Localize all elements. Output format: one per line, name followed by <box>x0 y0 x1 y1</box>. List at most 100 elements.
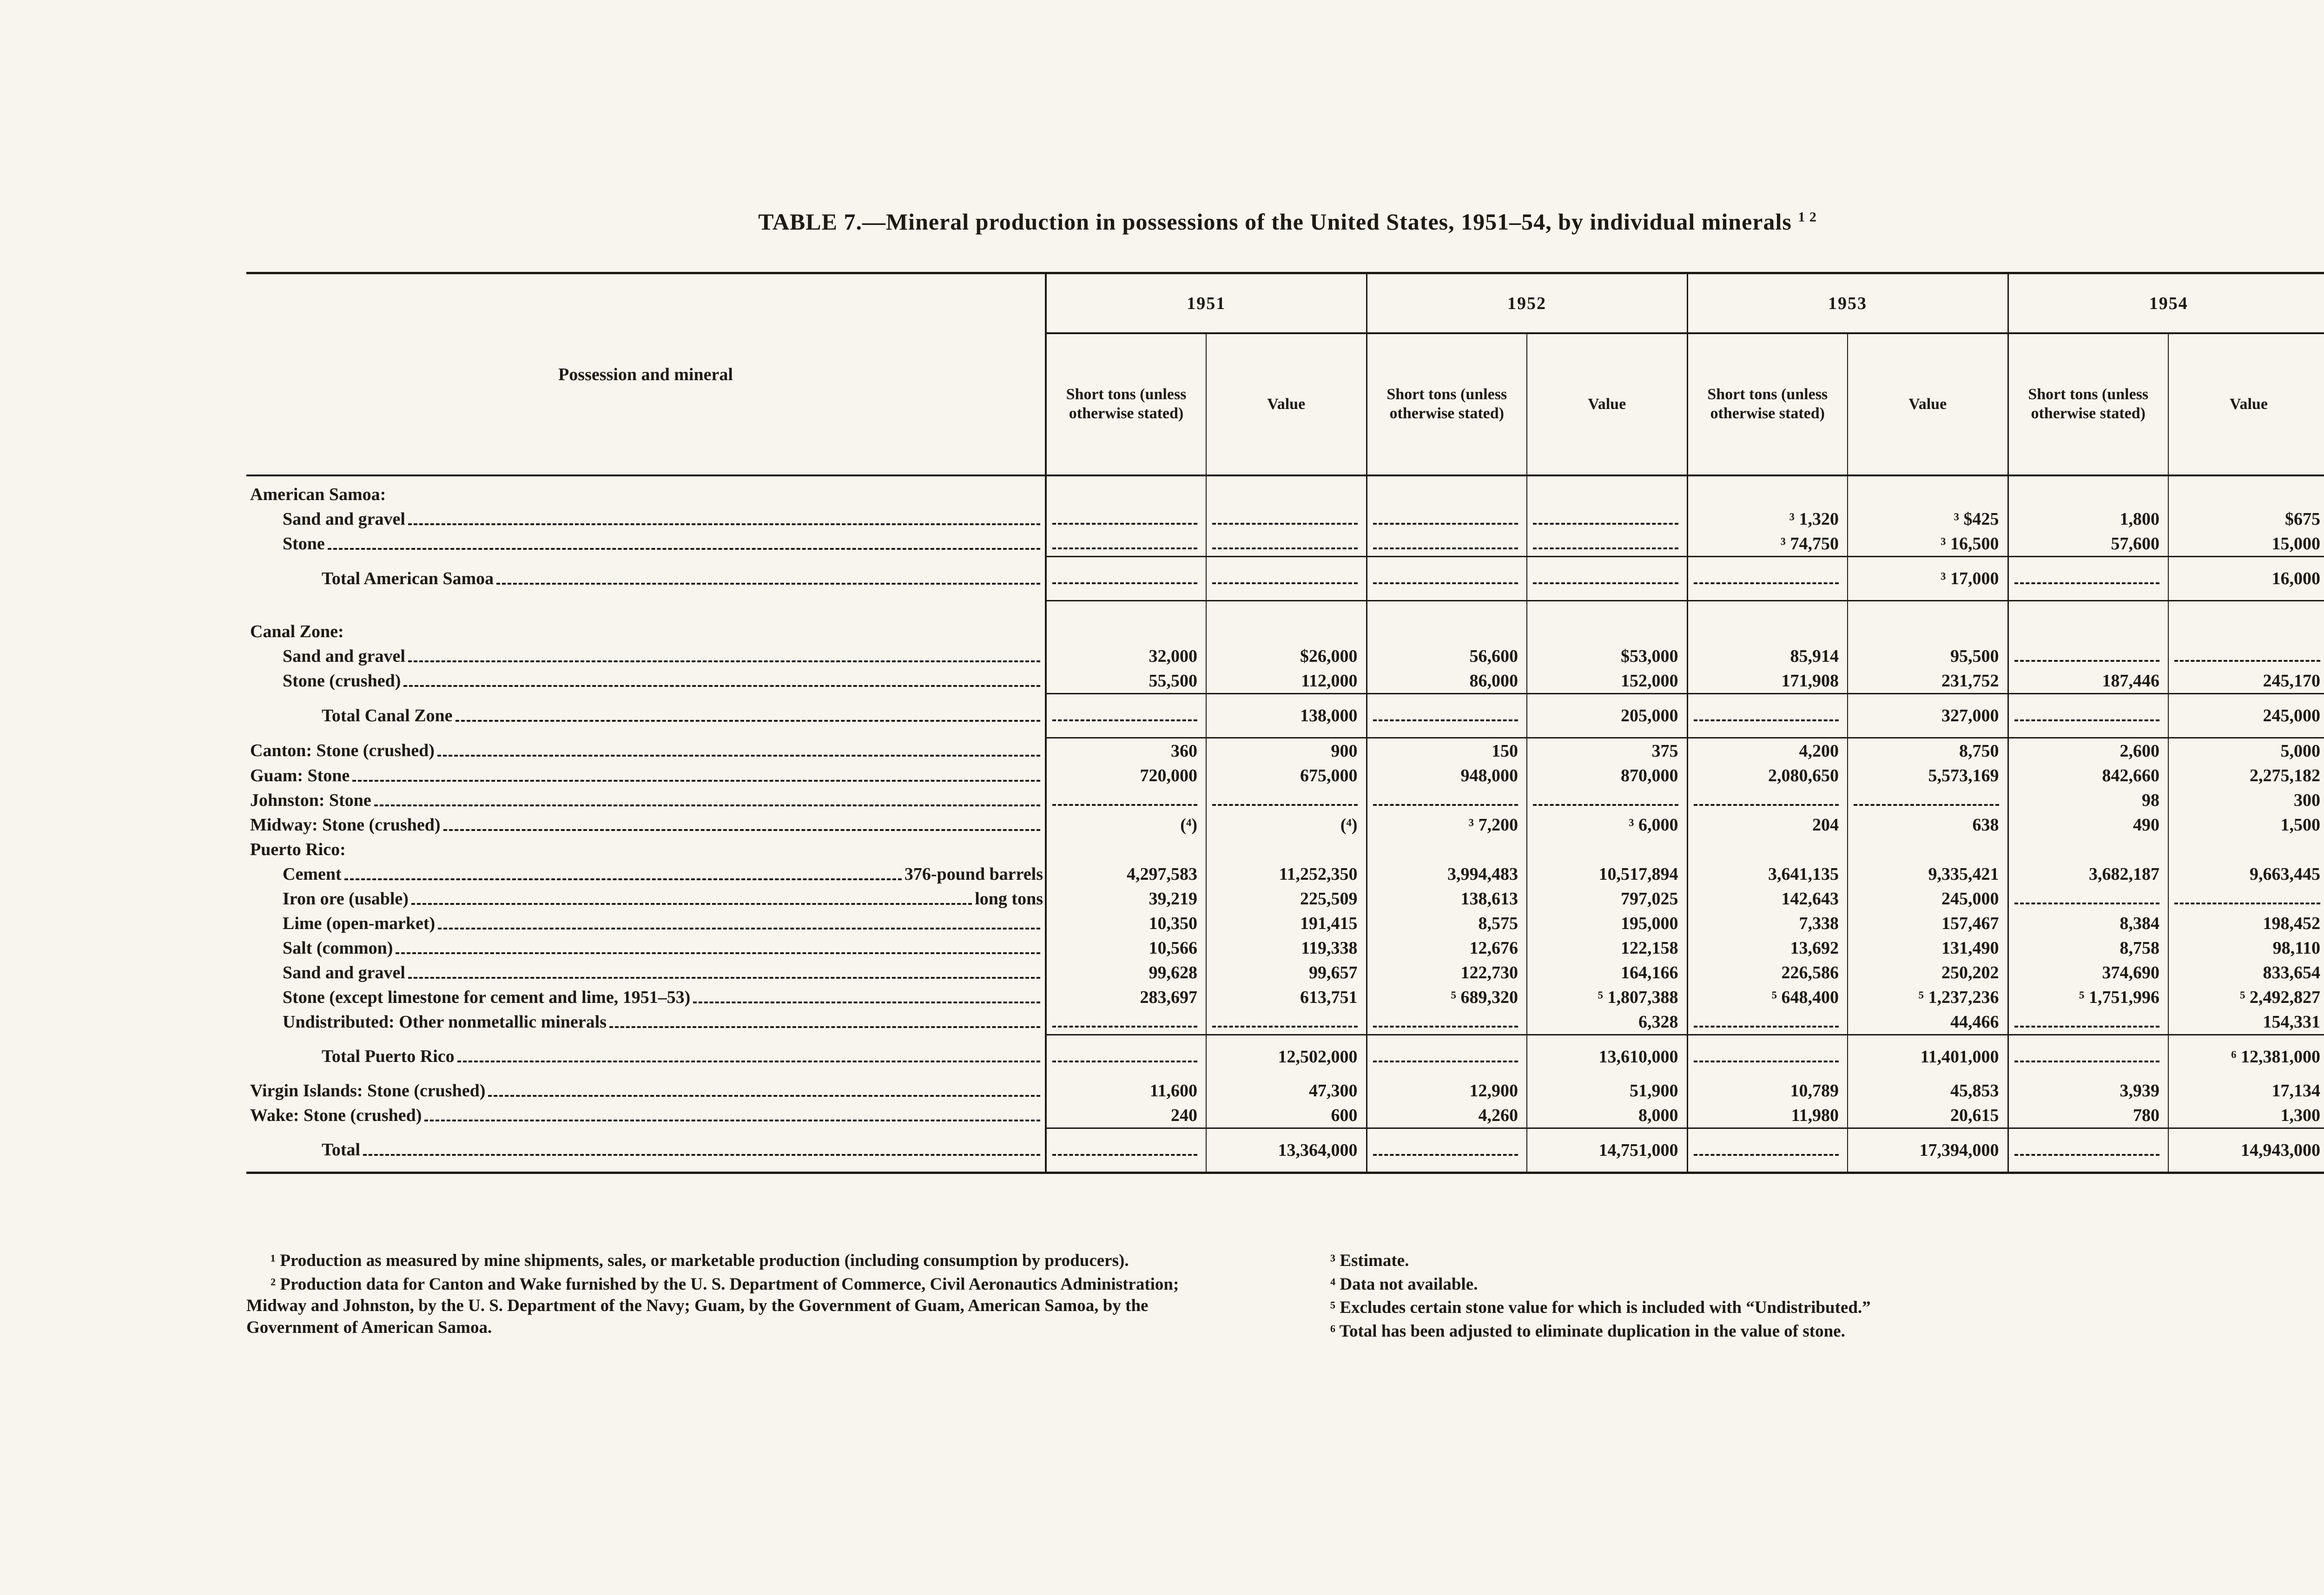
col-header-tons-1954: Short tons (unless otherwise stated) <box>2007 333 2168 476</box>
value-cell: 3,682,187 <box>2007 862 2168 886</box>
value-cell: 16,000 <box>2168 556 2324 601</box>
value-cell: 11,252,350 <box>1206 862 1367 886</box>
group-row: American Samoa: <box>246 475 2324 507</box>
empty-cell-dashes <box>2014 573 2159 584</box>
leader-dashes <box>408 523 1040 525</box>
empty-cell-dashes <box>1052 539 1197 549</box>
value-cell: 13,610,000 <box>1526 1034 1687 1078</box>
empty-cell-dashes <box>1693 795 1839 806</box>
footnote-3: ³ Estimate. <box>1330 1251 1409 1270</box>
leader-dashes <box>327 548 1040 550</box>
row-label-cell: Undistributed: Other nonmetallic mineral… <box>246 1009 1047 1035</box>
empty-cell-dashes <box>2174 894 2320 904</box>
value-cell: 245,000 <box>2168 693 2324 738</box>
value-cell: 17,394,000 <box>1847 1127 2008 1173</box>
row-label-cell: Virgin Islands: Stone (crushed) <box>246 1078 1047 1103</box>
empty-cell-dashes <box>1373 711 1518 721</box>
row-label-cell: Sand and gravel <box>246 960 1047 985</box>
value-cell: ⁶ 12,381,000 <box>2168 1034 2324 1078</box>
value-cell <box>1045 837 1206 862</box>
value-cell: 948,000 <box>1366 763 1527 788</box>
empty-cell-dashes <box>2014 711 2159 721</box>
value-cell <box>1206 556 1367 601</box>
row-label-cell: Canton: Stone (crushed) <box>246 738 1047 763</box>
row-label: Total <box>322 1140 361 1160</box>
value-cell: 20,615 <box>1847 1103 2008 1128</box>
value-cell: 32,000 <box>1045 644 1206 668</box>
row-label-cell: Iron ore (usable) long tons <box>246 886 1047 911</box>
value-cell <box>1686 1009 1848 1035</box>
value-cell <box>1045 475 1206 507</box>
data-row: Guam: Stone 720,000 675,000 948,000 870,000 2… <box>246 763 2324 788</box>
subheader-row: Short tons (unless otherwise stated) Val… <box>246 333 2324 476</box>
value-cell: 152,000 <box>1526 668 1687 694</box>
data-row: Johnston: Stone 98 300 <box>246 788 2324 812</box>
row-label-cell: Total Puerto Rico <box>246 1035 1047 1078</box>
value-cell <box>1206 837 1367 862</box>
value-cell: 245,000 <box>1847 886 2008 911</box>
empty-cell-dashes <box>2014 1052 2159 1062</box>
value-cell <box>1045 556 1206 601</box>
leader-dashes <box>344 878 902 880</box>
value-cell: 13,364,000 <box>1206 1127 1367 1173</box>
footnote-4: ⁴ Data not available. <box>1330 1274 1478 1294</box>
data-row: Lime (open-market) 10,350 191,415 8,575 195,… <box>246 911 2324 936</box>
empty-cell-dashes <box>1693 1052 1839 1062</box>
value-cell: ³ 1,320 <box>1686 507 1848 531</box>
row-label-cell: Total <box>246 1128 1047 1173</box>
value-cell: 12,502,000 <box>1206 1034 1367 1078</box>
row-label: Stone (crushed) <box>283 671 401 691</box>
row-label-cell: Cement 376-pound barrels <box>246 862 1047 886</box>
value-cell <box>1526 475 1687 507</box>
value-cell: 360 <box>1045 738 1206 763</box>
value-cell <box>1045 531 1206 557</box>
value-cell: 780 <box>2007 1103 2168 1128</box>
row-label-cell: Salt (common) <box>246 936 1047 960</box>
empty-cell-dashes <box>1212 1017 1358 1028</box>
value-cell: 375 <box>1526 738 1687 763</box>
table-title-footnote-refs: 1 2 <box>1798 209 1817 225</box>
value-cell: 10,789 <box>1686 1078 1848 1103</box>
value-cell <box>1526 619 1687 644</box>
value-cell: 11,980 <box>1686 1103 1848 1128</box>
row-label: Lime (open-market) <box>283 913 436 933</box>
value-cell: $53,000 <box>1526 644 1687 668</box>
value-cell: 4,200 <box>1686 738 1848 763</box>
row-label-cell: Stone (except limestone for cement and l… <box>246 985 1047 1009</box>
value-cell: 112,000 <box>1206 668 1367 694</box>
value-cell: 3,994,483 <box>1366 862 1527 886</box>
value-cell <box>1206 788 1367 812</box>
value-cell: $675 <box>2168 507 2324 531</box>
value-cell <box>1366 837 1527 862</box>
row-label-cell: Johnston: Stone <box>246 788 1047 812</box>
value-cell: 157,467 <box>1847 911 2008 936</box>
empty-cell-dashes <box>1693 711 1839 721</box>
empty-cell-dashes <box>1052 573 1197 584</box>
value-cell: 870,000 <box>1526 763 1687 788</box>
empty-cell-dashes <box>1052 514 1197 525</box>
value-cell: 245,170 <box>2168 668 2324 694</box>
leader-dashes <box>438 927 1040 929</box>
row-label: American Samoa: <box>250 484 386 504</box>
value-cell: 2,600 <box>2007 738 2168 763</box>
value-cell: 99,657 <box>1206 960 1367 985</box>
col-header-tons-1952: Short tons (unless otherwise stated) <box>1366 333 1527 476</box>
value-cell <box>1847 475 2008 507</box>
footnote-5: ⁵ Excludes certain stone value for which… <box>1330 1298 1871 1318</box>
data-row: Sand and gravel 99,628 99,657 122,730 164,16… <box>246 960 2324 985</box>
value-cell <box>1045 1034 1206 1078</box>
value-cell: $26,000 <box>1206 644 1367 668</box>
value-cell: ⁵ 648,400 <box>1686 985 1848 1009</box>
empty-cell-dashes <box>1373 573 1518 584</box>
stub-header: Possession and mineral <box>246 273 1047 476</box>
value-cell <box>1686 1034 1848 1078</box>
value-cell <box>2168 619 2324 644</box>
value-cell: 39,219 <box>1045 886 1206 911</box>
value-cell: 44,466 <box>1847 1009 2008 1035</box>
table: Possession and mineral 1951 1952 1953 19… <box>246 272 2324 1174</box>
value-cell <box>2007 886 2168 911</box>
value-cell <box>1847 788 2008 812</box>
value-cell: 12,900 <box>1366 1078 1527 1103</box>
value-cell <box>2168 886 2324 911</box>
